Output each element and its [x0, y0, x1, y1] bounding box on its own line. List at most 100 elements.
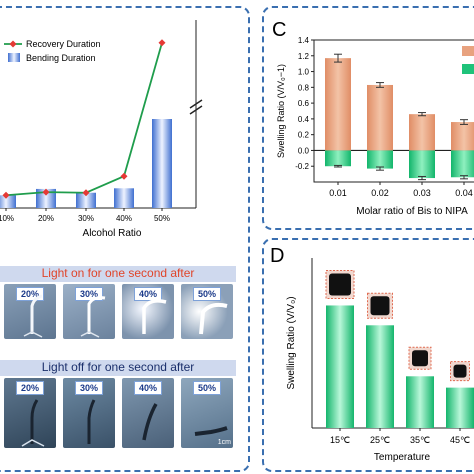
recovery-duration-point — [120, 172, 128, 180]
x-tick-label: 10% — [0, 214, 14, 223]
panel-b — [0, 6, 250, 472]
positive-bar — [367, 84, 393, 151]
photo-label: 50% — [192, 287, 222, 301]
legend-label: Bending Duration — [26, 53, 96, 63]
positive-bar — [325, 58, 351, 151]
y-axis-label: Swelling Ratio (V/V₀) — [286, 296, 297, 389]
photo-light-on-20: 20% — [4, 284, 56, 339]
swelling-vs-bis-chart: C -0.2 0.0 0.2 0.4 0.6 0.8 1.0 1.2 1.4 0.01 0.02 0.… — [272, 19, 474, 217]
photo-label: 30% — [74, 381, 104, 395]
negative-bar — [451, 150, 474, 178]
bending-duration-bar — [152, 119, 172, 208]
y-tick-label: 0.6 — [298, 99, 310, 108]
y-tick-label: 0.2 — [298, 131, 310, 140]
light-off-photos: 20% 30% 40% 50% 1cm — [4, 378, 233, 448]
hydrogel-sample — [453, 364, 467, 378]
negative-bar — [367, 150, 393, 169]
x-tick-label: 20% — [38, 214, 54, 223]
hydrogel-sample — [370, 296, 390, 316]
x-tick-label: 0.03 — [413, 188, 431, 198]
recovery-duration-point — [158, 39, 166, 47]
photo-light-off-30: 30% — [63, 378, 115, 448]
negative-bar — [325, 150, 351, 167]
y-axis-label: Swelling Ratio (V/V₀−1) — [276, 64, 286, 158]
photo-label: 40% — [133, 381, 163, 395]
x-tick-label: 0.02 — [371, 188, 389, 198]
x-tick-label: 25℃ — [370, 435, 390, 445]
axis-break — [189, 99, 203, 109]
swelling-vs-temperature-chart: D 15℃ 25℃ 35℃ 45℃ Temperature Swelling Ratio … — [270, 245, 474, 463]
actuator-image — [194, 426, 228, 436]
axis-break — [189, 105, 203, 115]
plot-frame — [313, 39, 474, 183]
legend-swatch — [462, 46, 474, 56]
actuator-image — [199, 302, 228, 335]
actuator-image — [142, 403, 158, 441]
scale-bar-label: 1cm — [217, 439, 231, 446]
bending-duration-bar — [114, 188, 134, 208]
light-on-photos: 20% 30% 40% 50% — [4, 284, 233, 339]
x-tick-label: 0.01 — [329, 188, 347, 198]
panel-d — [262, 238, 474, 472]
light-off-label: Light off for one second after — [41, 360, 195, 374]
x-tick-label: 50% — [154, 214, 170, 223]
recovery-duration-line — [5, 42, 163, 197]
actuator-image — [21, 399, 45, 447]
negative-bar — [409, 150, 435, 179]
photo-light-off-20: 20% — [4, 378, 56, 448]
photo-light-on-40: 40% — [122, 284, 174, 339]
bar — [366, 325, 394, 428]
x-axis-label: Molar ratio of Bis to NIPA — [356, 206, 468, 217]
bending-duration-bar — [0, 195, 16, 208]
x-axis-label: Alcohol Ratio — [83, 228, 142, 239]
x-axis-label: Temperature — [374, 452, 431, 463]
y-tick-label: 1.4 — [298, 36, 310, 45]
recovery-duration-point — [82, 189, 90, 197]
bar — [406, 376, 434, 428]
y-tick-label: 1.0 — [298, 68, 310, 77]
y-tick-label: 0.4 — [298, 115, 310, 124]
actuator-image — [23, 294, 43, 338]
recovery-duration-point — [42, 188, 50, 196]
panel-letter: D — [270, 245, 284, 267]
y-tick-label: -0.2 — [295, 162, 309, 171]
legend-bar-swatch — [8, 53, 20, 62]
y-tick-label: 0.8 — [298, 83, 310, 92]
actuator-image — [87, 399, 96, 444]
bar — [326, 305, 354, 428]
photo-light-off-50: 50% 1cm — [181, 378, 233, 448]
bending-duration-bar — [36, 188, 56, 208]
legend-swatch — [462, 64, 474, 74]
actuator-image — [80, 296, 106, 338]
legend-label: Recovery Duration — [26, 39, 101, 49]
light-off-banner: Light off for one second after — [0, 360, 236, 376]
hydrogel-sample — [412, 350, 428, 367]
x-tick-label: 0.04 — [455, 188, 473, 198]
x-tick-label: 35℃ — [410, 435, 430, 445]
positive-bar — [409, 114, 435, 151]
y-tick-label: 1.2 — [298, 52, 310, 61]
photo-label: 40% — [133, 287, 163, 301]
photo-light-on-50: 50% — [181, 284, 233, 339]
photo-label: 20% — [15, 381, 45, 395]
panel-letter: C — [272, 19, 286, 41]
panel-c — [262, 6, 474, 230]
recovery-duration-point — [2, 191, 10, 199]
x-tick-label: 45℃ — [450, 435, 470, 445]
x-tick-label: 15℃ — [330, 435, 350, 445]
y-tick-label: 0.0 — [298, 146, 310, 155]
actuator-image — [142, 299, 167, 334]
positive-bar — [451, 122, 474, 151]
light-on-label: Light on for one second after — [41, 266, 195, 280]
hydrogel-sample — [329, 273, 351, 296]
photo-light-off-40: 40% — [122, 378, 174, 448]
photo-label: 50% — [192, 381, 222, 395]
photo-light-on-30: 30% — [63, 284, 115, 339]
x-tick-label: 40% — [116, 214, 132, 223]
bending-duration-bar — [76, 192, 96, 208]
alcohol-ratio-chart: 10% 20% 30% 40% 50% Alcohol Ratio Recovery Dur… — [0, 20, 203, 239]
x-tick-label: 30% — [78, 214, 94, 223]
light-on-banner: Light on for one second after — [0, 266, 236, 282]
bar — [446, 387, 474, 428]
legend-marker-swatch — [9, 40, 17, 48]
